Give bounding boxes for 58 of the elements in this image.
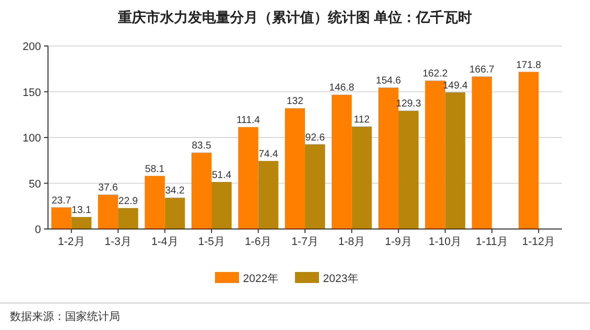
bar [164, 198, 185, 229]
x-tick-label: 1-10月 [428, 236, 462, 248]
bar [258, 160, 278, 229]
bar [98, 194, 118, 229]
bar [332, 94, 352, 229]
data-label: 92.6 [305, 132, 326, 144]
x-tick-label: 1-9月 [385, 236, 412, 248]
data-label: 166.7 [469, 64, 495, 76]
bar [51, 207, 72, 229]
bar [144, 176, 165, 229]
x-tick-label: 1-6月 [244, 236, 272, 248]
x-tick-label: 1-2月 [58, 236, 85, 248]
data-label: 23.7 [52, 195, 72, 206]
data-label: 83.5 [192, 140, 212, 152]
bar [238, 127, 258, 229]
bar [305, 144, 326, 229]
bar [445, 92, 466, 229]
data-label: 171.8 [516, 60, 542, 71]
bar [191, 152, 212, 229]
data-label: 13.1 [72, 205, 92, 216]
data-label: 51.4 [212, 170, 232, 181]
y-tick-label: 200 [22, 41, 41, 53]
x-tick-label: 1-5月 [198, 236, 225, 248]
bar [118, 208, 138, 229]
x-tick-label: 1-4月 [151, 236, 178, 248]
x-tick-label: 1-12月 [522, 236, 556, 248]
x-tick-label: 1-8月 [338, 236, 366, 248]
data-label: 37.6 [98, 182, 118, 194]
legend-label: 2022年 [243, 273, 278, 285]
data-label: 58.1 [145, 164, 165, 175]
y-tick-label: 150 [22, 86, 41, 99]
y-tick-label: 50 [28, 178, 41, 190]
data-label: 74.4 [258, 148, 278, 160]
y-tick-label: 100 [22, 132, 41, 144]
x-tick-label: 1-7月 [292, 236, 318, 248]
bar [425, 80, 446, 229]
data-label: 111.4 [236, 115, 260, 126]
bar [398, 110, 419, 229]
chart-title: 重庆市水力发电量分月（累计值）统计图 单位：亿千瓦时 [117, 9, 472, 25]
bar [71, 217, 92, 229]
bar [212, 182, 232, 229]
bar [284, 108, 305, 229]
data-label: 132 [286, 96, 304, 108]
data-label: 22.9 [118, 196, 138, 208]
data-label: 34.2 [165, 186, 186, 197]
bar [472, 76, 492, 229]
bar [352, 126, 372, 229]
bar [518, 72, 539, 229]
data-label: 112 [354, 114, 370, 126]
y-tick-label: 0 [34, 224, 41, 236]
legend-label: 2023年 [323, 273, 358, 285]
data-label: 162.2 [422, 68, 448, 80]
x-tick-label: 1-11月 [476, 236, 508, 248]
data-label: 146.8 [329, 82, 355, 94]
data-label: 154.6 [376, 76, 402, 87]
bar [378, 88, 398, 229]
source-note: 数据来源：国家统计局 [10, 310, 120, 323]
x-tick-label: 1-3月 [104, 236, 132, 248]
